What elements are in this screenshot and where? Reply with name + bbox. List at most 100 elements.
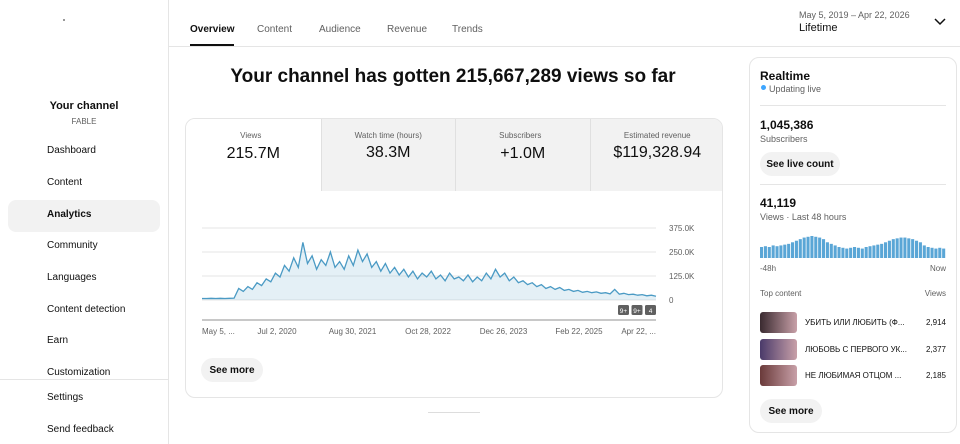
bar <box>810 236 814 258</box>
views-column-label: Views <box>924 289 946 298</box>
metric-tile[interactable]: Estimated revenue $119,328.94 <box>589 119 722 191</box>
views-label: Views · Last 48 hours <box>760 212 847 222</box>
bar <box>926 247 930 258</box>
x-tick-label: Dec 26, 2023 <box>480 327 528 336</box>
tab[interactable]: Overview <box>190 24 235 35</box>
bar <box>930 247 934 258</box>
bar <box>775 246 779 258</box>
metric-label: Subscribers <box>499 131 542 140</box>
see-more-button[interactable]: See more <box>760 399 822 423</box>
content-views: 2,377 <box>925 344 946 354</box>
bar <box>845 248 849 258</box>
tab[interactable]: Trends <box>452 24 483 35</box>
x-tick-label: Aug 30, 2021 <box>329 327 377 336</box>
x-tick-label: Feb 22, 2025 <box>555 327 603 336</box>
see-more-button[interactable]: See more <box>201 358 263 382</box>
metric-value: $119,328.94 <box>613 144 702 161</box>
tab-divider <box>169 46 960 47</box>
tab[interactable]: Content <box>257 24 293 35</box>
bar <box>841 247 845 258</box>
top-content-label: Top content <box>760 289 802 298</box>
nav-item[interactable]: Dashboard <box>47 145 96 156</box>
nav-item[interactable]: Earn <box>47 335 69 346</box>
footer-item[interactable]: Send feedback <box>47 424 114 435</box>
divider <box>760 105 946 106</box>
footer-item[interactable]: Settings <box>47 392 84 403</box>
headline: Your channel has gotten 215,667,289 view… <box>230 66 676 87</box>
date-range[interactable]: May 5, 2019 – Apr 22, 2026 <box>799 10 910 20</box>
realtime-title: Realtime <box>760 69 811 83</box>
annotation-text: 4 <box>649 308 653 315</box>
y-tick-label: 125.0K <box>669 272 695 281</box>
metric-tile[interactable]: Watch time (hours) 38.3M <box>320 119 455 191</box>
annotation-badge[interactable] <box>631 305 643 315</box>
nav-item[interactable]: Community <box>47 240 98 251</box>
realtime-card: Realtime Updating live 1,045,386 Subscri… <box>749 57 957 433</box>
annotation-badge[interactable] <box>618 305 629 315</box>
thumbnail[interactable] <box>760 338 797 360</box>
bar <box>891 239 895 258</box>
bar <box>771 245 775 258</box>
bar <box>825 242 829 258</box>
metric-label: Estimated revenue <box>623 131 691 140</box>
annotation-badge[interactable] <box>645 305 656 315</box>
bar <box>934 248 938 258</box>
content-title[interactable]: УБИТЬ ИЛИ ЛЮБИТЬ (Ф... <box>805 318 905 327</box>
date-label[interactable]: Lifetime <box>799 22 838 34</box>
bar <box>833 245 837 258</box>
bar <box>853 247 857 258</box>
bar <box>779 245 783 258</box>
views-count: 41,119 <box>760 196 797 210</box>
tab[interactable]: Revenue <box>387 24 428 35</box>
tab[interactable]: Audience <box>319 24 361 35</box>
bar <box>887 240 891 258</box>
metric-tile[interactable]: Subscribers +1.0M <box>455 119 590 191</box>
nav-item[interactable]: Content <box>47 177 83 188</box>
scroll-indicator <box>428 412 480 413</box>
annotation-text: 9+ <box>620 308 628 315</box>
bar <box>814 236 818 258</box>
bar <box>806 236 810 258</box>
y-tick-label: 250.0K <box>669 248 695 257</box>
tab-underline <box>190 44 234 46</box>
metric-value: +1.0M <box>500 145 546 162</box>
divider <box>760 184 946 185</box>
bar <box>938 247 942 258</box>
bar <box>895 238 899 258</box>
nav-item[interactable]: Analytics <box>47 209 92 220</box>
sidebar: Your channel FABLE Dashboard Content Analy… <box>0 0 169 444</box>
bar <box>837 247 841 258</box>
nav-item[interactable]: Languages <box>47 272 97 283</box>
content-title[interactable]: НЕ ЛЮБИМАЯ ОТЦОМ ... <box>805 371 902 380</box>
chevron[interactable] <box>933 16 947 28</box>
metric-label: Views <box>240 131 262 140</box>
bar <box>763 246 767 258</box>
live-count-button[interactable]: See live count <box>760 152 840 176</box>
bar <box>864 247 868 258</box>
thumbnail[interactable] <box>760 312 797 333</box>
content-title[interactable]: ЛЮБОВЬ С ПЕРВОГО УК... <box>805 344 907 354</box>
live-status: Updating live <box>769 84 822 94</box>
bar <box>783 244 787 258</box>
bar <box>922 245 926 258</box>
nav-item[interactable]: Customization <box>47 367 111 378</box>
bar <box>802 237 806 258</box>
bar <box>918 242 922 258</box>
metric-tile[interactable]: Views 215.7M <box>186 119 321 191</box>
channel-name: FABLE <box>71 117 97 126</box>
bar <box>767 247 771 258</box>
live-dot <box>761 85 766 90</box>
bar <box>849 247 853 258</box>
bar <box>884 242 888 258</box>
thumbnail[interactable] <box>760 365 797 386</box>
y-tick-label: 375.0K <box>669 224 695 233</box>
bar <box>787 243 791 258</box>
metric-value: 38.3M <box>366 144 411 161</box>
bar <box>791 242 795 258</box>
realtime-chart: -48h Now <box>760 236 946 273</box>
bar <box>760 247 764 258</box>
nav-item[interactable]: Content detection <box>47 304 126 315</box>
line <box>202 242 657 300</box>
bar <box>860 248 864 258</box>
